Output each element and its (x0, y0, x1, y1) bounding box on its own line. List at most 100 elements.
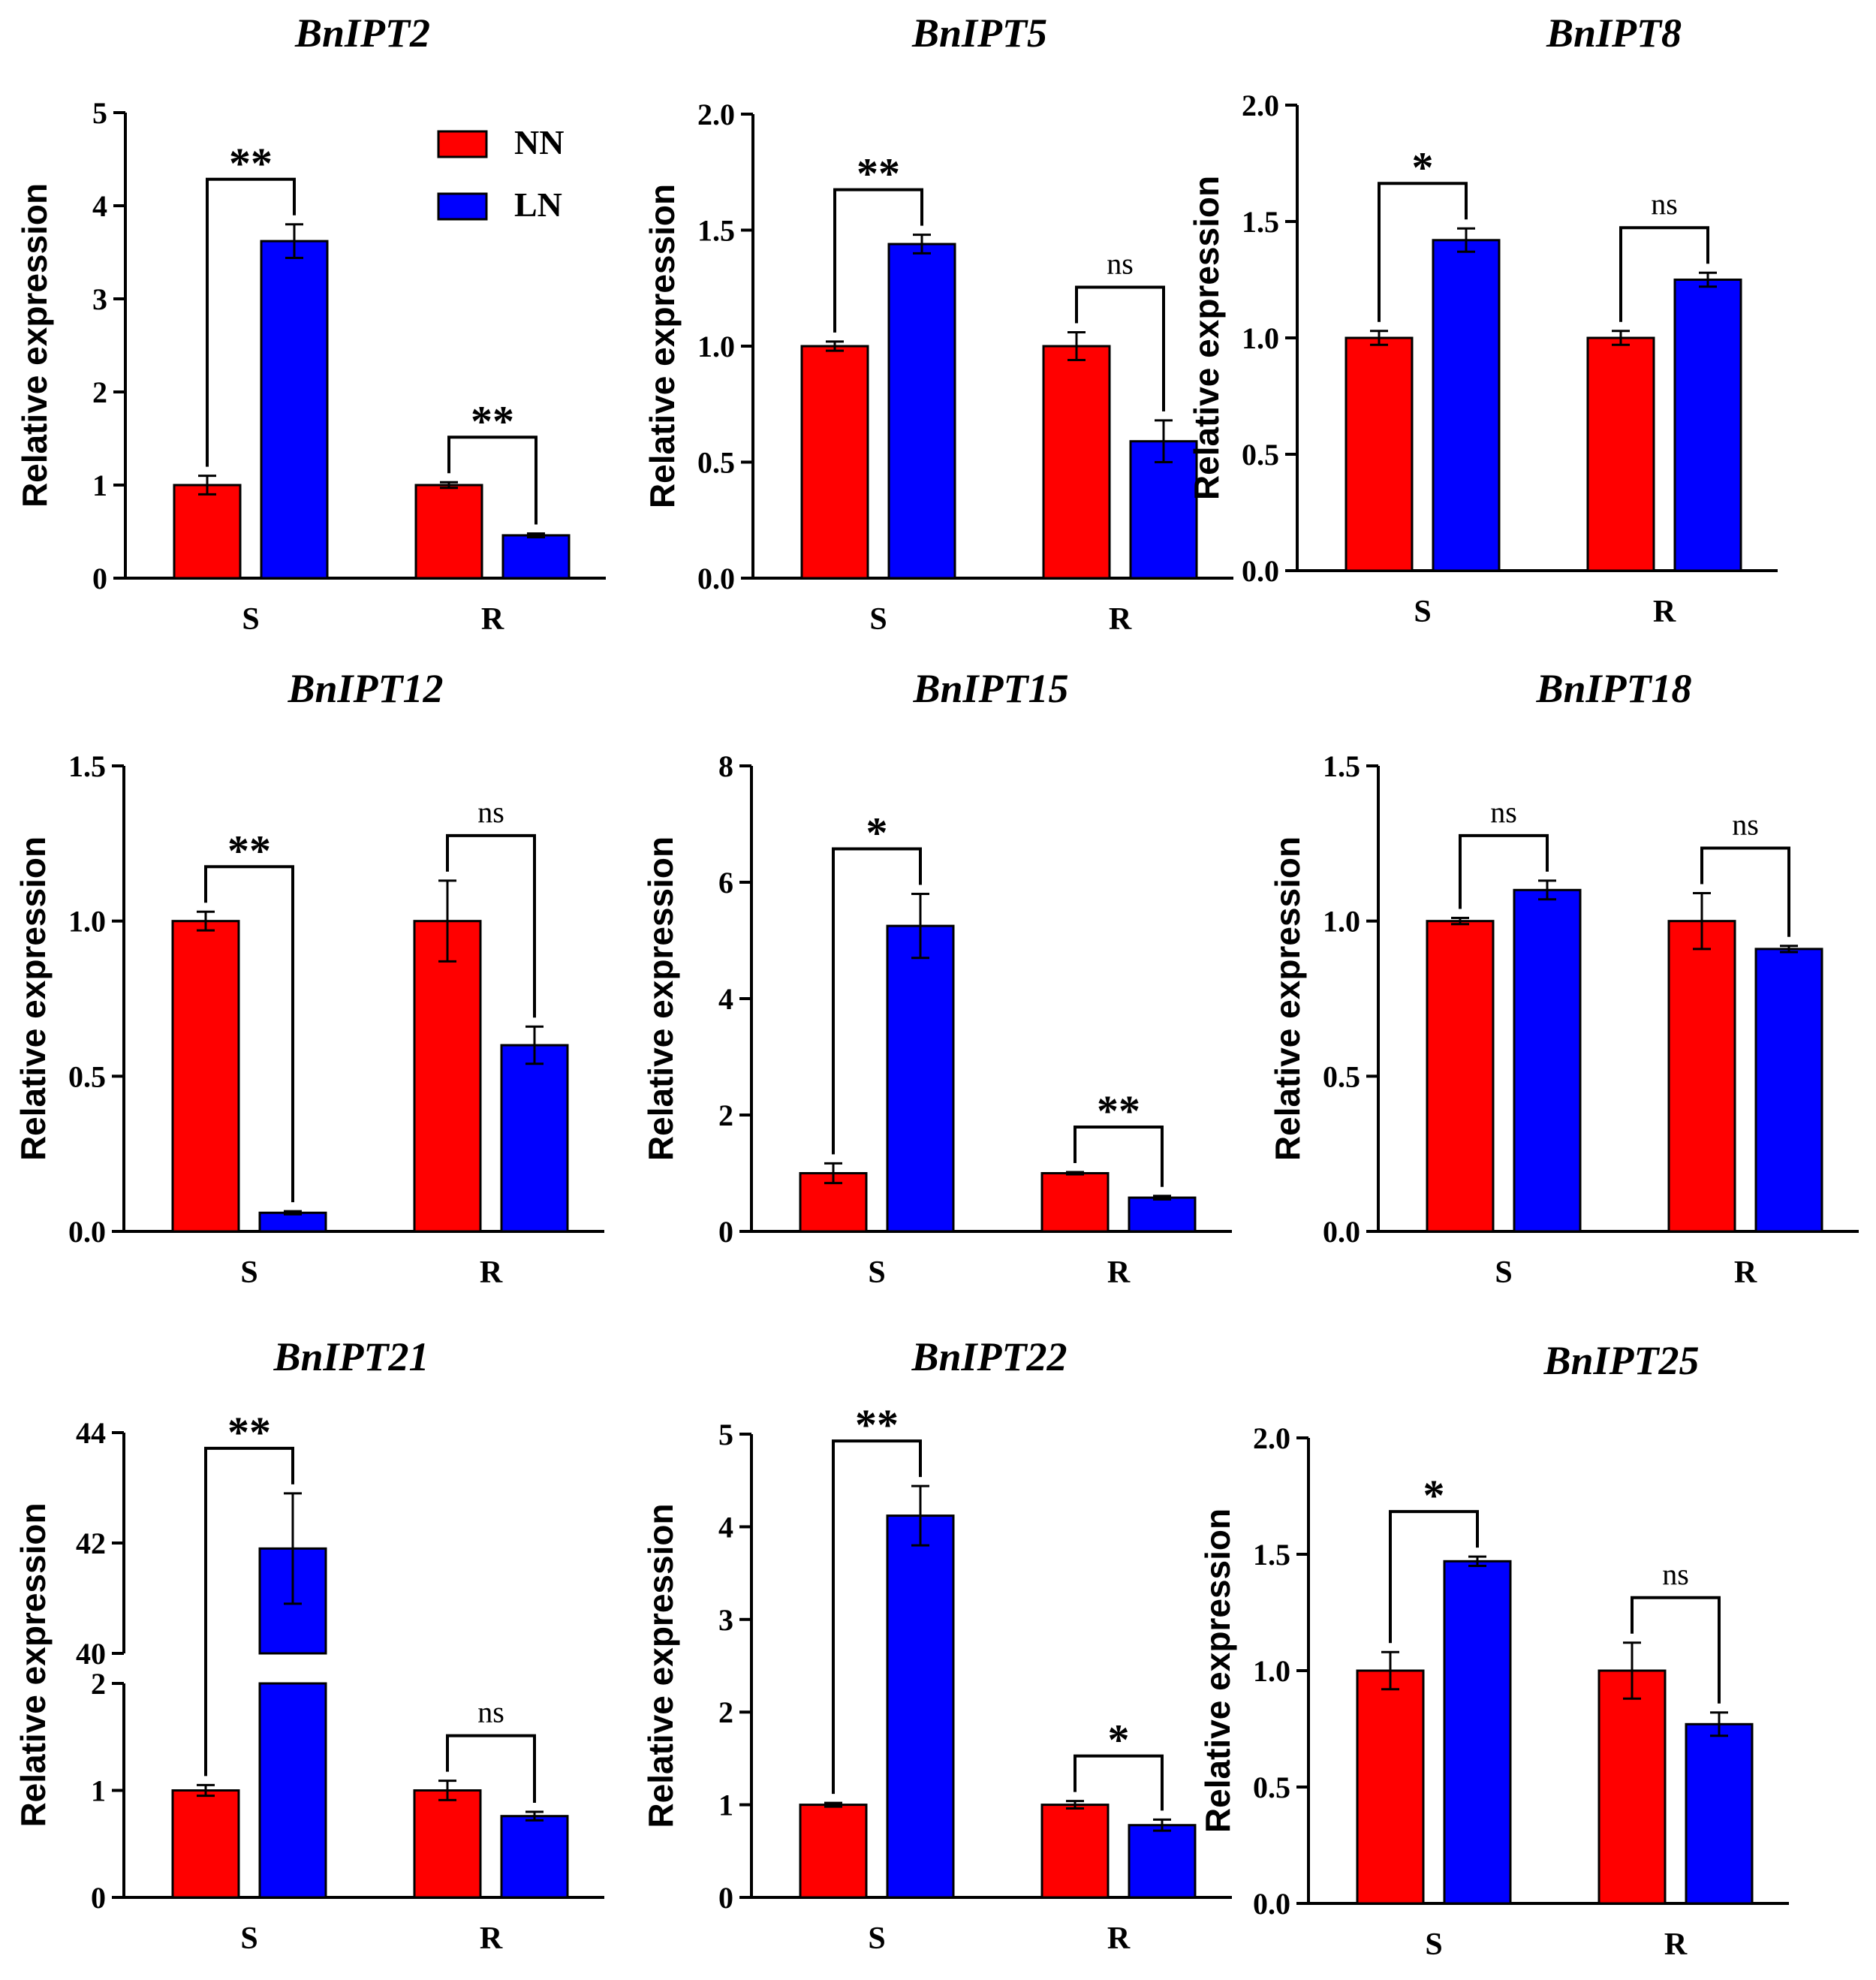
significance-bracket-S-0 (206, 177, 296, 467)
bar-LN-S-5 (1513, 888, 1582, 1233)
y-tick-label-1-4: 2.0 (697, 98, 735, 131)
significance-bracket-S-1 (833, 188, 923, 333)
bar-NN-S-0 (173, 484, 242, 580)
significance-bracket-S-3 (204, 865, 294, 1203)
y-tick-label-3-0: 0.0 (68, 1215, 106, 1249)
significance-label-S-2: * (1412, 143, 1434, 191)
y-tick-label-2-4: 2.0 (1242, 89, 1279, 122)
bar-LN-S-6-lower (258, 1682, 327, 1899)
legend-swatch-NN (437, 130, 488, 158)
y-axis-label-8: Relative expression (1198, 1508, 1237, 1833)
y-tick-label-2-2: 1.0 (1242, 321, 1279, 355)
x-tick-label-S-8: S (1425, 1927, 1442, 1962)
y-tick-label-8-4: 2.0 (1253, 1421, 1290, 1455)
chart-title-7: BnIPT22 (911, 1334, 1067, 1379)
significance-bracket-R-7 (1074, 1754, 1164, 1811)
significance-label-R-8: ns (1662, 1557, 1689, 1591)
x-tick-label-R-6: R (480, 1921, 503, 1956)
x-tick-label-S-5: S (1495, 1255, 1512, 1290)
x-tick-label-S-7: S (868, 1921, 885, 1956)
significance-label-R-5: ns (1732, 807, 1759, 841)
y-tick-label-8-1: 0.5 (1253, 1771, 1290, 1804)
chart-title-4: BnIPT15 (912, 666, 1068, 711)
y-tick-label-6-2: 2 (91, 1667, 106, 1701)
y-tick-label-5-3: 1.5 (1323, 749, 1360, 783)
y-tick-label-4-2: 4 (718, 982, 733, 1016)
y-tick-label-6-4: 42 (76, 1526, 106, 1560)
significance-bracket-R-0 (447, 435, 538, 525)
y-tick-label-8-2: 1.0 (1253, 1654, 1290, 1688)
y-tick-label-2-1: 0.5 (1242, 438, 1279, 472)
significance-label-S-8: * (1423, 1471, 1445, 1520)
x-tick-label-S-0: S (242, 602, 259, 637)
y-axis-label-6: Relative expression (14, 1502, 53, 1827)
bar-LN-S-2 (1432, 239, 1501, 572)
bar-NN-S-8 (1356, 1669, 1425, 1905)
y-tick-label-5-2: 1.0 (1323, 905, 1360, 939)
bar-LN-R-0 (501, 534, 571, 580)
y-tick-label-7-1: 1 (718, 1789, 733, 1822)
y-axis-label-0: Relative expression (15, 183, 54, 508)
chart-title-2: BnIPT8 (1546, 11, 1682, 56)
chart-title-8: BnIPT25 (1543, 1338, 1699, 1383)
y-tick-label-0-4: 4 (92, 189, 107, 223)
bar-NN-R-8 (1597, 1669, 1667, 1905)
significance-bracket-S-2 (1378, 182, 1468, 322)
y-tick-label-7-0: 0 (718, 1881, 733, 1915)
y-tick-label-7-5: 5 (718, 1418, 733, 1451)
x-tick-label-R-4: R (1107, 1255, 1131, 1290)
chart-title-5: BnIPT18 (1535, 666, 1691, 711)
chart-title-3: BnIPT12 (287, 666, 443, 711)
significance-label-S-0: ** (229, 139, 273, 188)
significance-bracket-R-1 (1075, 285, 1165, 411)
y-tick-label-4-3: 6 (718, 866, 733, 900)
y-tick-label-1-3: 1.5 (697, 214, 735, 248)
significance-label-S-7: ** (855, 1400, 899, 1449)
y-tick-label-4-4: 8 (718, 749, 733, 783)
y-tick-label-0-3: 3 (92, 282, 107, 316)
significance-label-R-6: ns (477, 1695, 504, 1729)
y-tick-label-0-5: 5 (92, 96, 107, 130)
significance-bracket-S-7 (832, 1439, 922, 1795)
bar-LN-R-2 (1673, 279, 1742, 572)
y-axis-label-7: Relative expression (641, 1503, 680, 1828)
significance-label-S-5: ns (1490, 795, 1517, 829)
bar-LN-S-8 (1443, 1560, 1512, 1905)
significance-bracket-R-3 (446, 833, 536, 1018)
bar-LN-R-8 (1685, 1722, 1754, 1905)
y-tick-label-8-0: 0.0 (1253, 1887, 1290, 1921)
y-tick-label-3-1: 0.5 (68, 1059, 106, 1093)
significance-bracket-R-8 (1631, 1596, 1721, 1704)
significance-bracket-S-5 (1459, 833, 1549, 909)
y-tick-label-6-3: 40 (76, 1637, 106, 1671)
y-tick-label-8-3: 1.5 (1253, 1538, 1290, 1572)
bar-LN-R-4 (1128, 1196, 1197, 1233)
bar-LN-S-0 (260, 240, 329, 580)
significance-bracket-R-4 (1074, 1125, 1164, 1187)
x-tick-label-R-0: R (481, 602, 504, 637)
bar-NN-S-6 (171, 1789, 240, 1899)
y-tick-label-0-2: 2 (92, 375, 107, 409)
bar-NN-S-7 (799, 1804, 868, 1899)
y-tick-label-6-5: 44 (76, 1416, 106, 1450)
y-tick-label-1-1: 0.5 (697, 446, 735, 480)
chart-title-1: BnIPT5 (911, 11, 1047, 56)
bar-LN-R-6 (500, 1815, 569, 1899)
y-axis-label-3: Relative expression (14, 836, 53, 1161)
significance-label-R-7: * (1108, 1716, 1130, 1765)
y-tick-label-5-0: 0.0 (1323, 1215, 1360, 1249)
bar-NN-S-1 (800, 345, 869, 580)
bar-NN-S-3 (171, 920, 240, 1233)
y-tick-label-6-0: 0 (91, 1881, 106, 1915)
bar-NN-R-7 (1040, 1804, 1110, 1899)
significance-bracket-R-6 (446, 1734, 536, 1803)
bar-NN-R-3 (413, 920, 482, 1233)
significance-label-S-4: * (866, 809, 888, 857)
y-tick-label-4-1: 2 (718, 1098, 733, 1132)
x-tick-label-R-8: R (1664, 1927, 1688, 1962)
significance-bracket-S-6 (204, 1446, 294, 1777)
significance-bracket-R-5 (1700, 846, 1790, 937)
bar-NN-S-2 (1345, 336, 1414, 572)
bar-NN-R-0 (414, 484, 483, 580)
